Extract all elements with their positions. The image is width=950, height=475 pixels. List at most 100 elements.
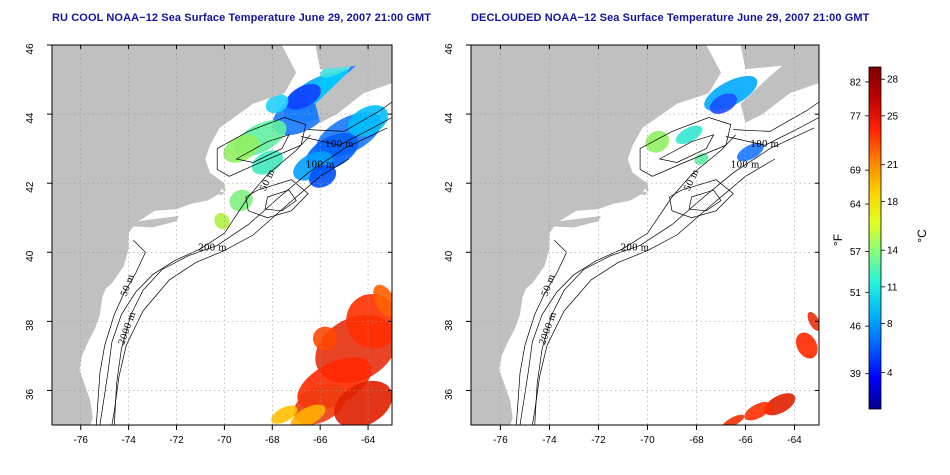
colorbar-ramp [868,66,882,410]
contour-50m [95,239,146,425]
cape-cod [208,181,226,196]
lat-tick-label: 46 [444,43,455,55]
contour-50m [515,239,568,425]
lat-tick-label: 44 [25,112,36,124]
fahrenheit-tick-label: 77 [850,111,862,122]
sst-patch [312,326,338,351]
contour-shelf [113,127,388,425]
lon-tick-label: -64 [361,435,376,446]
celsius-tick-label: 14 [887,246,899,257]
lon-tick-label: -66 [313,435,328,446]
map-frame [51,44,393,426]
contour-200m [519,134,736,425]
sst-patch [229,189,253,212]
fahrenheit-tick-label: 82 [850,77,862,88]
fahrenheit-tick-label: 57 [850,247,862,258]
contour-shelf [534,127,815,425]
contour-gulf-maine [216,117,307,177]
sst-patch [348,105,389,137]
sst-patch [744,401,772,421]
contour-label: 200 m [621,244,650,254]
sst-patch [694,153,709,165]
contour-label: 100 m [306,161,335,171]
celsius-tick-label: 21 [887,160,899,171]
sst-patch [285,83,322,110]
lat-tick-label: 42 [444,181,455,193]
contour-label: 100 m [731,161,760,171]
lon-tick-label: -66 [738,435,753,446]
celsius-tick-label: 28 [887,75,899,86]
sst-patch [737,142,764,162]
fahrenheit-tick-label: 64 [850,200,862,211]
lon-tick-label: -76 [493,435,508,446]
celsius-tick-label: 11 [887,282,898,293]
lat-tick-label: 36 [444,388,455,400]
contour-2000m [531,158,776,425]
fahrenheit-tick-label: 51 [850,288,862,299]
lon-tick-label: -72 [591,435,606,446]
contour-georges [669,179,734,219]
contour-georges [245,179,309,219]
lon-tick-label: -64 [787,435,802,446]
sst-patch [271,405,298,424]
long-island [131,216,179,228]
sst-patch [709,93,738,114]
sst-patch [214,212,230,230]
celsius-tick-label: 4 [887,368,893,379]
sst-patch [290,404,326,425]
sst-patch [764,393,796,416]
celsius-tick-label: 18 [887,197,899,208]
map-frame [470,44,820,426]
lat-tick-label: 38 [444,319,455,331]
lon-tick-label: -76 [74,435,89,446]
fahrenheit-unit-label: °F [831,234,845,246]
sst-patch [334,380,392,425]
contour-gulf-maine-2 [658,134,715,163]
celsius-unit-label: °C [915,229,929,243]
lon-tick-label: -72 [169,435,184,446]
lat-tick-label: 42 [25,181,36,193]
sst-patch [265,94,289,114]
contour-gulf-maine-2 [235,134,290,163]
lon-tick-label: -70 [217,435,232,446]
panel-title-declouded: DECLOUDED NOAA−12 Sea Surface Temperatur… [471,12,870,24]
celsius-tick-label: 8 [887,319,893,330]
sst-patch [795,332,818,359]
contour-200m [99,134,311,425]
sst-patch [675,125,703,145]
nova-scotia [315,45,392,123]
colorbar: 28 25 21 18 14 11 8 4 82 77 69 64 57 51 46 39 °F °C [831,66,929,410]
fahrenheit-tick-label: 39 [850,369,862,380]
lon-tick-label: -68 [689,435,704,446]
long-island [551,216,601,228]
sst-patch [223,134,260,163]
landmass [52,45,297,425]
celsius-tick-label: 25 [887,111,899,122]
landmass [471,45,721,425]
lat-tick-label: 38 [25,319,36,331]
contour-2000m [111,158,350,425]
contour-scotian [308,101,392,132]
fahrenheit-tick-label: 46 [850,322,862,333]
lon-tick-label: -70 [640,435,655,446]
contour-label: 100 m [750,140,779,150]
contour-label: 200 m [198,244,227,254]
lat-tick-label: 36 [25,388,36,400]
contour-gulf-maine [639,117,732,177]
lon-tick-label: -68 [265,435,280,446]
sst-patch [373,284,392,317]
lon-tick-label: -74 [121,435,136,446]
nova-scotia [740,45,819,123]
lat-tick-label: 46 [25,43,36,55]
fahrenheit-tick-label: 69 [850,166,862,177]
lon-tick-label: -74 [542,435,557,446]
cape-cod [631,181,649,196]
lat-tick-label: 40 [25,250,36,262]
contour-scotian [733,101,819,132]
contour-georges-inner [264,189,297,212]
